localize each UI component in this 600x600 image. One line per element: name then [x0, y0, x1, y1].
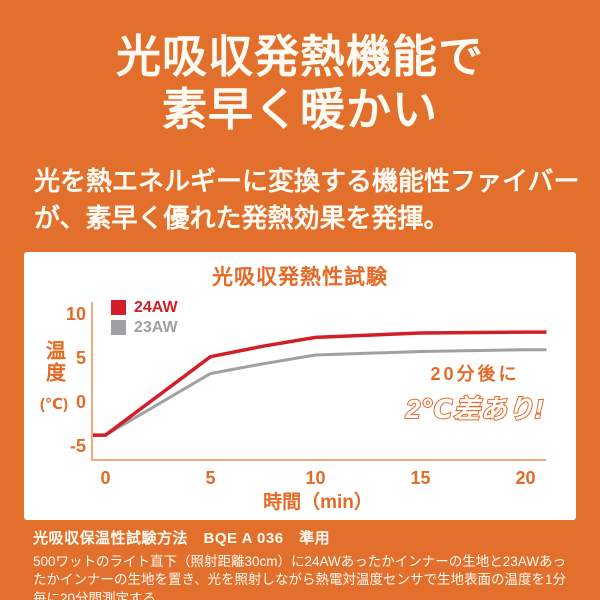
chart-legend: 24AW 23AW — [111, 300, 178, 340]
chart-annotation: 20分後に 2℃差あり! — [400, 360, 550, 426]
lede-line-2: が、素早く優れた発熱効果を発揮。 — [34, 203, 450, 233]
chart-title: 光吸収発熱性試験 — [212, 266, 388, 289]
legend-swatch-icon — [111, 300, 126, 315]
test-method-line: 光吸収保温性試験方法 BQE A 036 準用 — [33, 530, 331, 547]
chart-panel: 光吸収発熱性試験 24AW 23AW 温度 (℃) 10 5 0 -5 0 5 10 15 20… — [24, 252, 576, 520]
lede-text: 光を熱エネルギーに変換する機能性ファイバー が、素早く優れた発熱効果を発揮。 — [34, 163, 584, 237]
lede-line-1: 光を熱エネルギーに変換する機能性ファイバー — [34, 166, 580, 196]
x-axis-title: 時間（min） — [263, 492, 373, 513]
legend-item-23AW: 23AW — [111, 319, 178, 336]
line-chart — [91, 302, 547, 461]
legend-swatch-icon — [111, 320, 126, 335]
page-title: 光吸収発熱機能で 素早く暖かい — [0, 30, 600, 136]
series-line-24AW — [92, 330, 547, 437]
y-axis-title: 温度 (℃) — [32, 340, 76, 413]
annotation-line-2: 2℃差あり! — [405, 393, 545, 425]
legend-label: 24AW — [134, 299, 178, 316]
page-title-line-2: 素早く暖かい — [161, 84, 438, 135]
y-axis-unit: (℃) — [39, 396, 69, 413]
legend-label: 23AW — [134, 319, 178, 336]
annotation-line-1: 20分後に — [430, 364, 520, 384]
legend-item-24AW: 24AW — [111, 299, 178, 316]
series-line-23AW — [92, 348, 547, 437]
test-method-description: 500ワットのライト直下（照射距離30cm）に24AWあったかインナーの生地と2… — [33, 554, 567, 600]
page-title-line-1: 光吸収発熱機能で — [115, 31, 484, 82]
footer-notes: 光吸収保温性試験方法 BQE A 036 準用 500ワットのライト直下（照射距… — [33, 527, 574, 600]
y-axis-title-text: 温度 — [42, 340, 65, 384]
